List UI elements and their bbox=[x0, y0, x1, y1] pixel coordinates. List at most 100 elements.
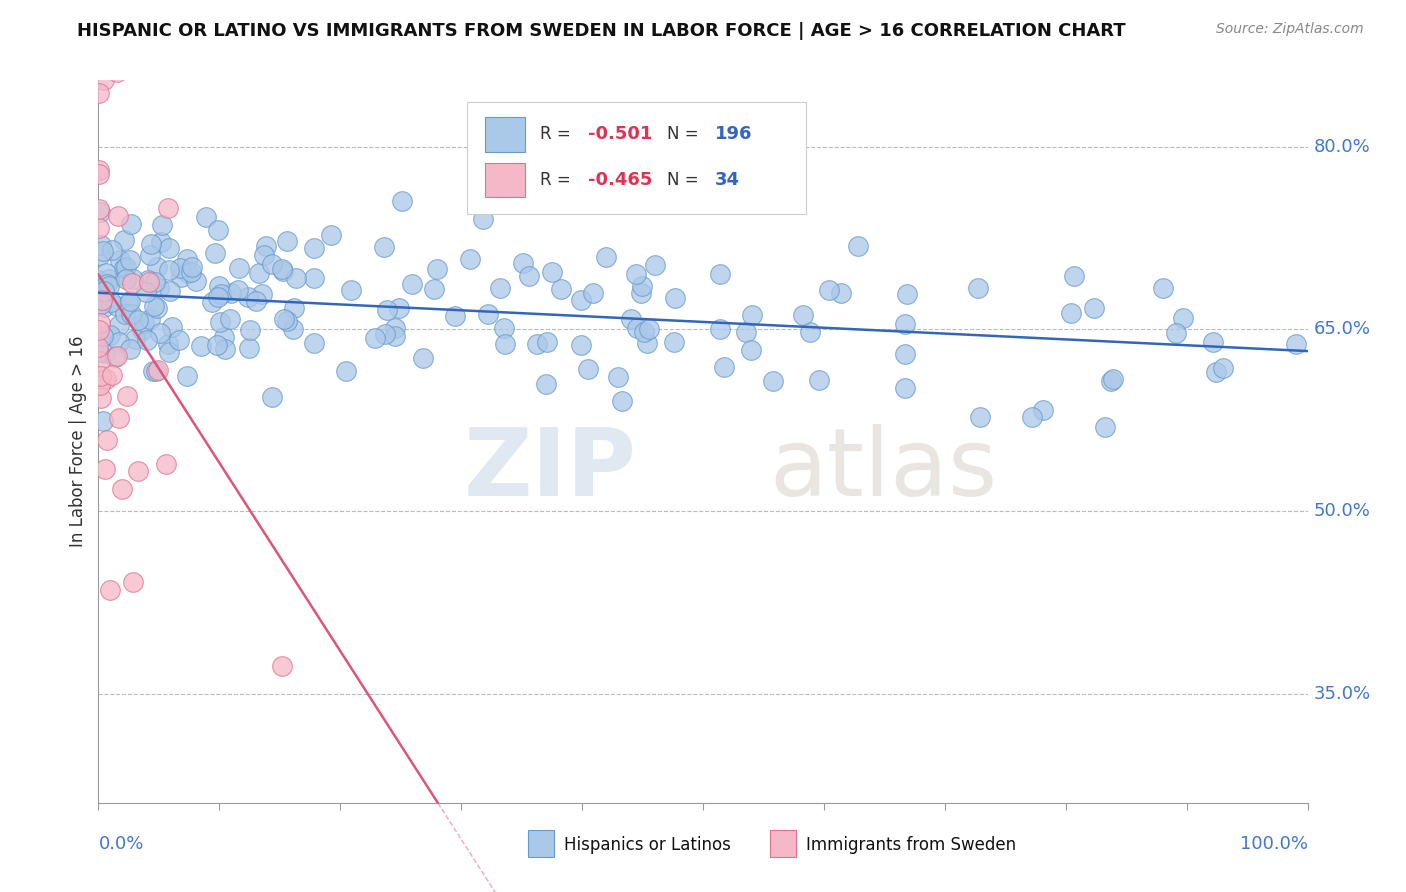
Point bbox=[969, 409, 991, 424]
Point bbox=[335, 364, 357, 378]
Point bbox=[184, 274, 207, 288]
Point bbox=[111, 482, 134, 496]
Point bbox=[105, 350, 128, 364]
Point bbox=[87, 323, 110, 337]
Point bbox=[124, 332, 146, 346]
Point bbox=[966, 280, 988, 294]
Text: N =: N = bbox=[666, 126, 703, 144]
Point bbox=[472, 212, 495, 227]
Point bbox=[176, 369, 198, 384]
Point bbox=[283, 301, 305, 315]
Point bbox=[253, 248, 276, 262]
Point bbox=[740, 343, 762, 357]
Point bbox=[104, 350, 127, 364]
FancyBboxPatch shape bbox=[485, 117, 526, 152]
Point bbox=[107, 210, 129, 224]
Text: 65.0%: 65.0% bbox=[1313, 320, 1371, 338]
Point bbox=[94, 267, 117, 281]
Point bbox=[98, 327, 121, 342]
Point bbox=[150, 219, 173, 233]
Point bbox=[1164, 326, 1187, 341]
Point bbox=[638, 322, 661, 336]
Point bbox=[143, 275, 166, 289]
Point bbox=[228, 260, 250, 275]
Point bbox=[388, 301, 411, 316]
Point bbox=[896, 287, 918, 301]
Point bbox=[426, 262, 449, 277]
Point bbox=[87, 220, 110, 235]
Point bbox=[212, 330, 235, 344]
Point bbox=[630, 279, 652, 293]
Point bbox=[401, 277, 423, 292]
Point bbox=[108, 334, 131, 349]
Point bbox=[122, 272, 145, 286]
Point bbox=[142, 299, 165, 313]
Point bbox=[87, 167, 110, 181]
Point bbox=[252, 286, 274, 301]
Point bbox=[93, 73, 115, 87]
Point bbox=[606, 370, 628, 384]
Point bbox=[167, 333, 190, 347]
Point bbox=[620, 312, 643, 326]
Point bbox=[127, 312, 149, 326]
Point bbox=[157, 241, 180, 255]
Point bbox=[1094, 420, 1116, 434]
Point bbox=[115, 271, 138, 285]
Point bbox=[93, 300, 115, 314]
Point bbox=[1021, 409, 1043, 424]
Point bbox=[249, 266, 271, 280]
Point bbox=[180, 265, 202, 279]
Point bbox=[817, 283, 839, 297]
Point bbox=[458, 252, 481, 266]
Point bbox=[180, 260, 202, 275]
Point bbox=[384, 329, 406, 343]
Point bbox=[260, 257, 283, 271]
Point bbox=[219, 312, 242, 326]
Point bbox=[169, 261, 191, 276]
Point bbox=[373, 240, 395, 254]
Point bbox=[276, 234, 298, 248]
Point bbox=[644, 258, 666, 272]
Point bbox=[1171, 311, 1194, 326]
Point bbox=[89, 316, 111, 330]
Point bbox=[304, 241, 326, 255]
Text: 0.0%: 0.0% bbox=[98, 835, 143, 854]
Point bbox=[384, 321, 406, 335]
Point bbox=[145, 364, 167, 378]
Point bbox=[391, 194, 413, 208]
Text: 100.0%: 100.0% bbox=[1240, 835, 1308, 854]
Point bbox=[91, 285, 114, 299]
Point bbox=[205, 338, 228, 352]
Point bbox=[132, 316, 155, 330]
Point bbox=[87, 282, 110, 296]
Point bbox=[226, 284, 249, 298]
Point bbox=[534, 377, 557, 392]
Point bbox=[90, 293, 112, 307]
Point bbox=[762, 374, 785, 388]
Point bbox=[146, 301, 169, 315]
Point bbox=[118, 342, 141, 356]
Point bbox=[285, 271, 308, 285]
Point bbox=[595, 250, 617, 264]
Point bbox=[526, 337, 548, 351]
Point bbox=[190, 339, 212, 353]
Point bbox=[121, 276, 143, 290]
Point bbox=[489, 281, 512, 295]
Point bbox=[219, 285, 242, 300]
Point bbox=[120, 293, 142, 308]
Point bbox=[340, 283, 363, 297]
Point bbox=[662, 334, 685, 349]
Point bbox=[90, 369, 112, 384]
Point bbox=[808, 373, 831, 387]
Point bbox=[1152, 281, 1174, 295]
Point bbox=[494, 337, 516, 351]
Point bbox=[512, 256, 534, 270]
Text: Immigrants from Sweden: Immigrants from Sweden bbox=[806, 836, 1017, 854]
Point bbox=[636, 336, 658, 351]
Point bbox=[664, 291, 686, 305]
Point bbox=[156, 201, 179, 215]
Point bbox=[1059, 306, 1081, 320]
Point bbox=[894, 381, 917, 395]
Point bbox=[610, 393, 633, 408]
Point bbox=[94, 372, 117, 386]
